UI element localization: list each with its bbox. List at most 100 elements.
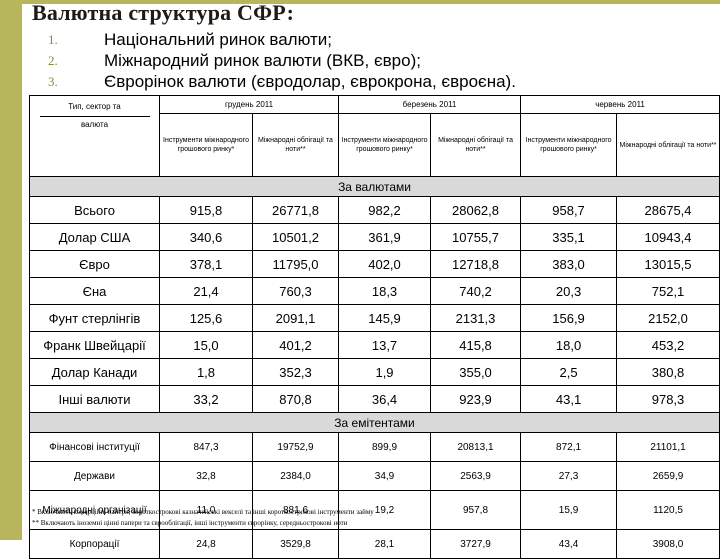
list-item: 3. Єврорінок валюти (євродолар, єврокрон… (48, 71, 716, 92)
cell: 881,6 (251, 490, 340, 530)
table-row: Долар Канади 1,8 352,3 1,9 355,0 2,5 380… (29, 358, 720, 386)
table-row: Інші валюти 33,2 870,8 36,4 923,9 43,1 9… (29, 385, 720, 413)
cell: 872,1 (520, 432, 618, 462)
cell: 352,3 (251, 358, 340, 386)
cell: 923,9 (430, 385, 522, 413)
row-label: Долар Канади (29, 358, 160, 386)
list-number: 1. (48, 32, 58, 47)
column-header: Інструменти міжнародного грошового ринку… (338, 113, 432, 177)
cell: 1,8 (159, 358, 253, 386)
cell: 899,9 (338, 432, 432, 462)
period-header: червень 2011 (520, 95, 720, 114)
cell: 2384,0 (251, 461, 340, 491)
cell: 2152,0 (616, 304, 720, 332)
cell: 361,9 (338, 223, 432, 251)
row-label: Єна (29, 277, 160, 305)
slide-title: Валютна структура СФР: (32, 0, 295, 25)
row-label: Інші валюти (29, 385, 160, 413)
row-label: Всього (29, 196, 160, 224)
cell: 453,2 (616, 331, 720, 359)
period-header: березень 2011 (338, 95, 522, 114)
table-row: Держави 32,8 2384,0 34,9 2563,9 27,3 265… (29, 461, 720, 491)
table-row: Міжнародні організації 11,0 881,6 19,2 9… (29, 490, 720, 530)
cell: 13,7 (338, 331, 432, 359)
column-header: Міжнародні облігації та ноти** (616, 113, 720, 177)
row-label: Міжнародні організації (29, 490, 160, 530)
period-header: грудень 2011 (158, 95, 340, 114)
cell: 978,3 (616, 385, 720, 413)
left-accent-bar (0, 0, 22, 540)
cell: 10943,4 (616, 223, 720, 251)
cell: 28675,4 (616, 196, 720, 224)
cell: 957,8 (430, 490, 522, 530)
cell: 2563,9 (430, 461, 522, 491)
cell: 870,8 (251, 385, 340, 413)
cell: 380,8 (616, 358, 720, 386)
table-corner-header: Тип, сектор та валюта (29, 95, 160, 177)
cell: 355,0 (430, 358, 522, 386)
cell: 27,3 (520, 461, 618, 491)
list-text: Міжнародний ринок валюти (ВКВ, євро); (104, 51, 421, 70)
cell: 15,0 (159, 331, 253, 359)
currency-structure-table: Тип, сектор та валюта грудень 2011 берез… (28, 95, 720, 559)
cell: 958,7 (520, 196, 618, 224)
cell: 21101,1 (616, 432, 720, 462)
cell: 2659,9 (616, 461, 720, 491)
cell: 982,2 (338, 196, 432, 224)
cell: 28,1 (338, 529, 432, 559)
cell: 340,6 (159, 223, 253, 251)
row-label: Франк Швейцарії (29, 331, 160, 359)
cell: 15,9 (520, 490, 618, 530)
numbered-list: 1. Національний ринок валюти; 2. Міжнаро… (48, 29, 716, 92)
cell: 2,5 (520, 358, 618, 386)
list-text: Єврорінок валюти (євродолар, єврокрона, … (104, 72, 516, 91)
row-label: Євро (29, 250, 160, 278)
list-item: 1. Національний ринок валюти; (48, 29, 716, 50)
table-row: Фінансові інституції 847,3 19752,9 899,9… (29, 432, 720, 462)
table-row: Євро 378,1 11795,0 402,0 12718,8 383,0 1… (29, 250, 720, 278)
cell: 11795,0 (251, 250, 340, 278)
corner-text-1: Тип, сектор та (68, 102, 121, 111)
cell: 12718,8 (430, 250, 522, 278)
cell: 3727,9 (430, 529, 522, 559)
cell: 26771,8 (251, 196, 340, 224)
cell: 18,3 (338, 277, 432, 305)
corner-divider (39, 116, 150, 117)
cell: 20,3 (520, 277, 618, 305)
list-text: Національний ринок валюти; (104, 30, 332, 49)
section-title: За валютами (28, 176, 720, 197)
cell: 28062,8 (430, 196, 522, 224)
column-header: Інструменти міжнародного грошового ринку… (159, 113, 253, 177)
cell: 915,8 (159, 196, 253, 224)
cell: 156,9 (520, 304, 618, 332)
cell: 10501,2 (251, 223, 340, 251)
list-number: 2. (48, 53, 58, 68)
section-title: За емітентами (28, 412, 720, 433)
cell: 3529,8 (251, 529, 340, 559)
table-row: Єна 21,4 760,3 18,3 740,2 20,3 752,1 (29, 277, 720, 305)
cell: 33,2 (159, 385, 253, 413)
footnote: ** Включають іноземні цінні папери та єв… (32, 519, 348, 527)
cell: 19752,9 (251, 432, 340, 462)
footnotes: * Включають комерційні папери, короткост… (32, 507, 374, 529)
table-row: Фунт стерлінгів 125,6 2091,1 145,9 2131,… (29, 304, 720, 332)
footnote: * Включають комерційні папери, короткост… (32, 508, 374, 516)
row-label: Фінансові інституції (29, 432, 160, 462)
table-row: Франк Швейцарії 15,0 401,2 13,7 415,8 18… (29, 331, 720, 359)
cell: 21,4 (159, 277, 253, 305)
cell: 3908,0 (616, 529, 720, 559)
row-label: Корпорації (29, 529, 160, 559)
cell: 43,1 (520, 385, 618, 413)
cell: 378,1 (159, 250, 253, 278)
section-header-row: За емітентами (28, 412, 720, 433)
column-header: Інструменти міжнародного грошового ринку… (520, 113, 618, 177)
cell: 1120,5 (616, 490, 720, 530)
list-item: 2. Міжнародний ринок валюти (ВКВ, євро); (48, 50, 716, 71)
cell: 2131,3 (430, 304, 522, 332)
cell: 145,9 (338, 304, 432, 332)
cell: 18,0 (520, 331, 618, 359)
cell: 335,1 (520, 223, 618, 251)
list-number: 3. (48, 74, 58, 89)
column-header: Міжнародні облігації та ноти** (430, 113, 522, 177)
row-label: Держави (29, 461, 160, 491)
